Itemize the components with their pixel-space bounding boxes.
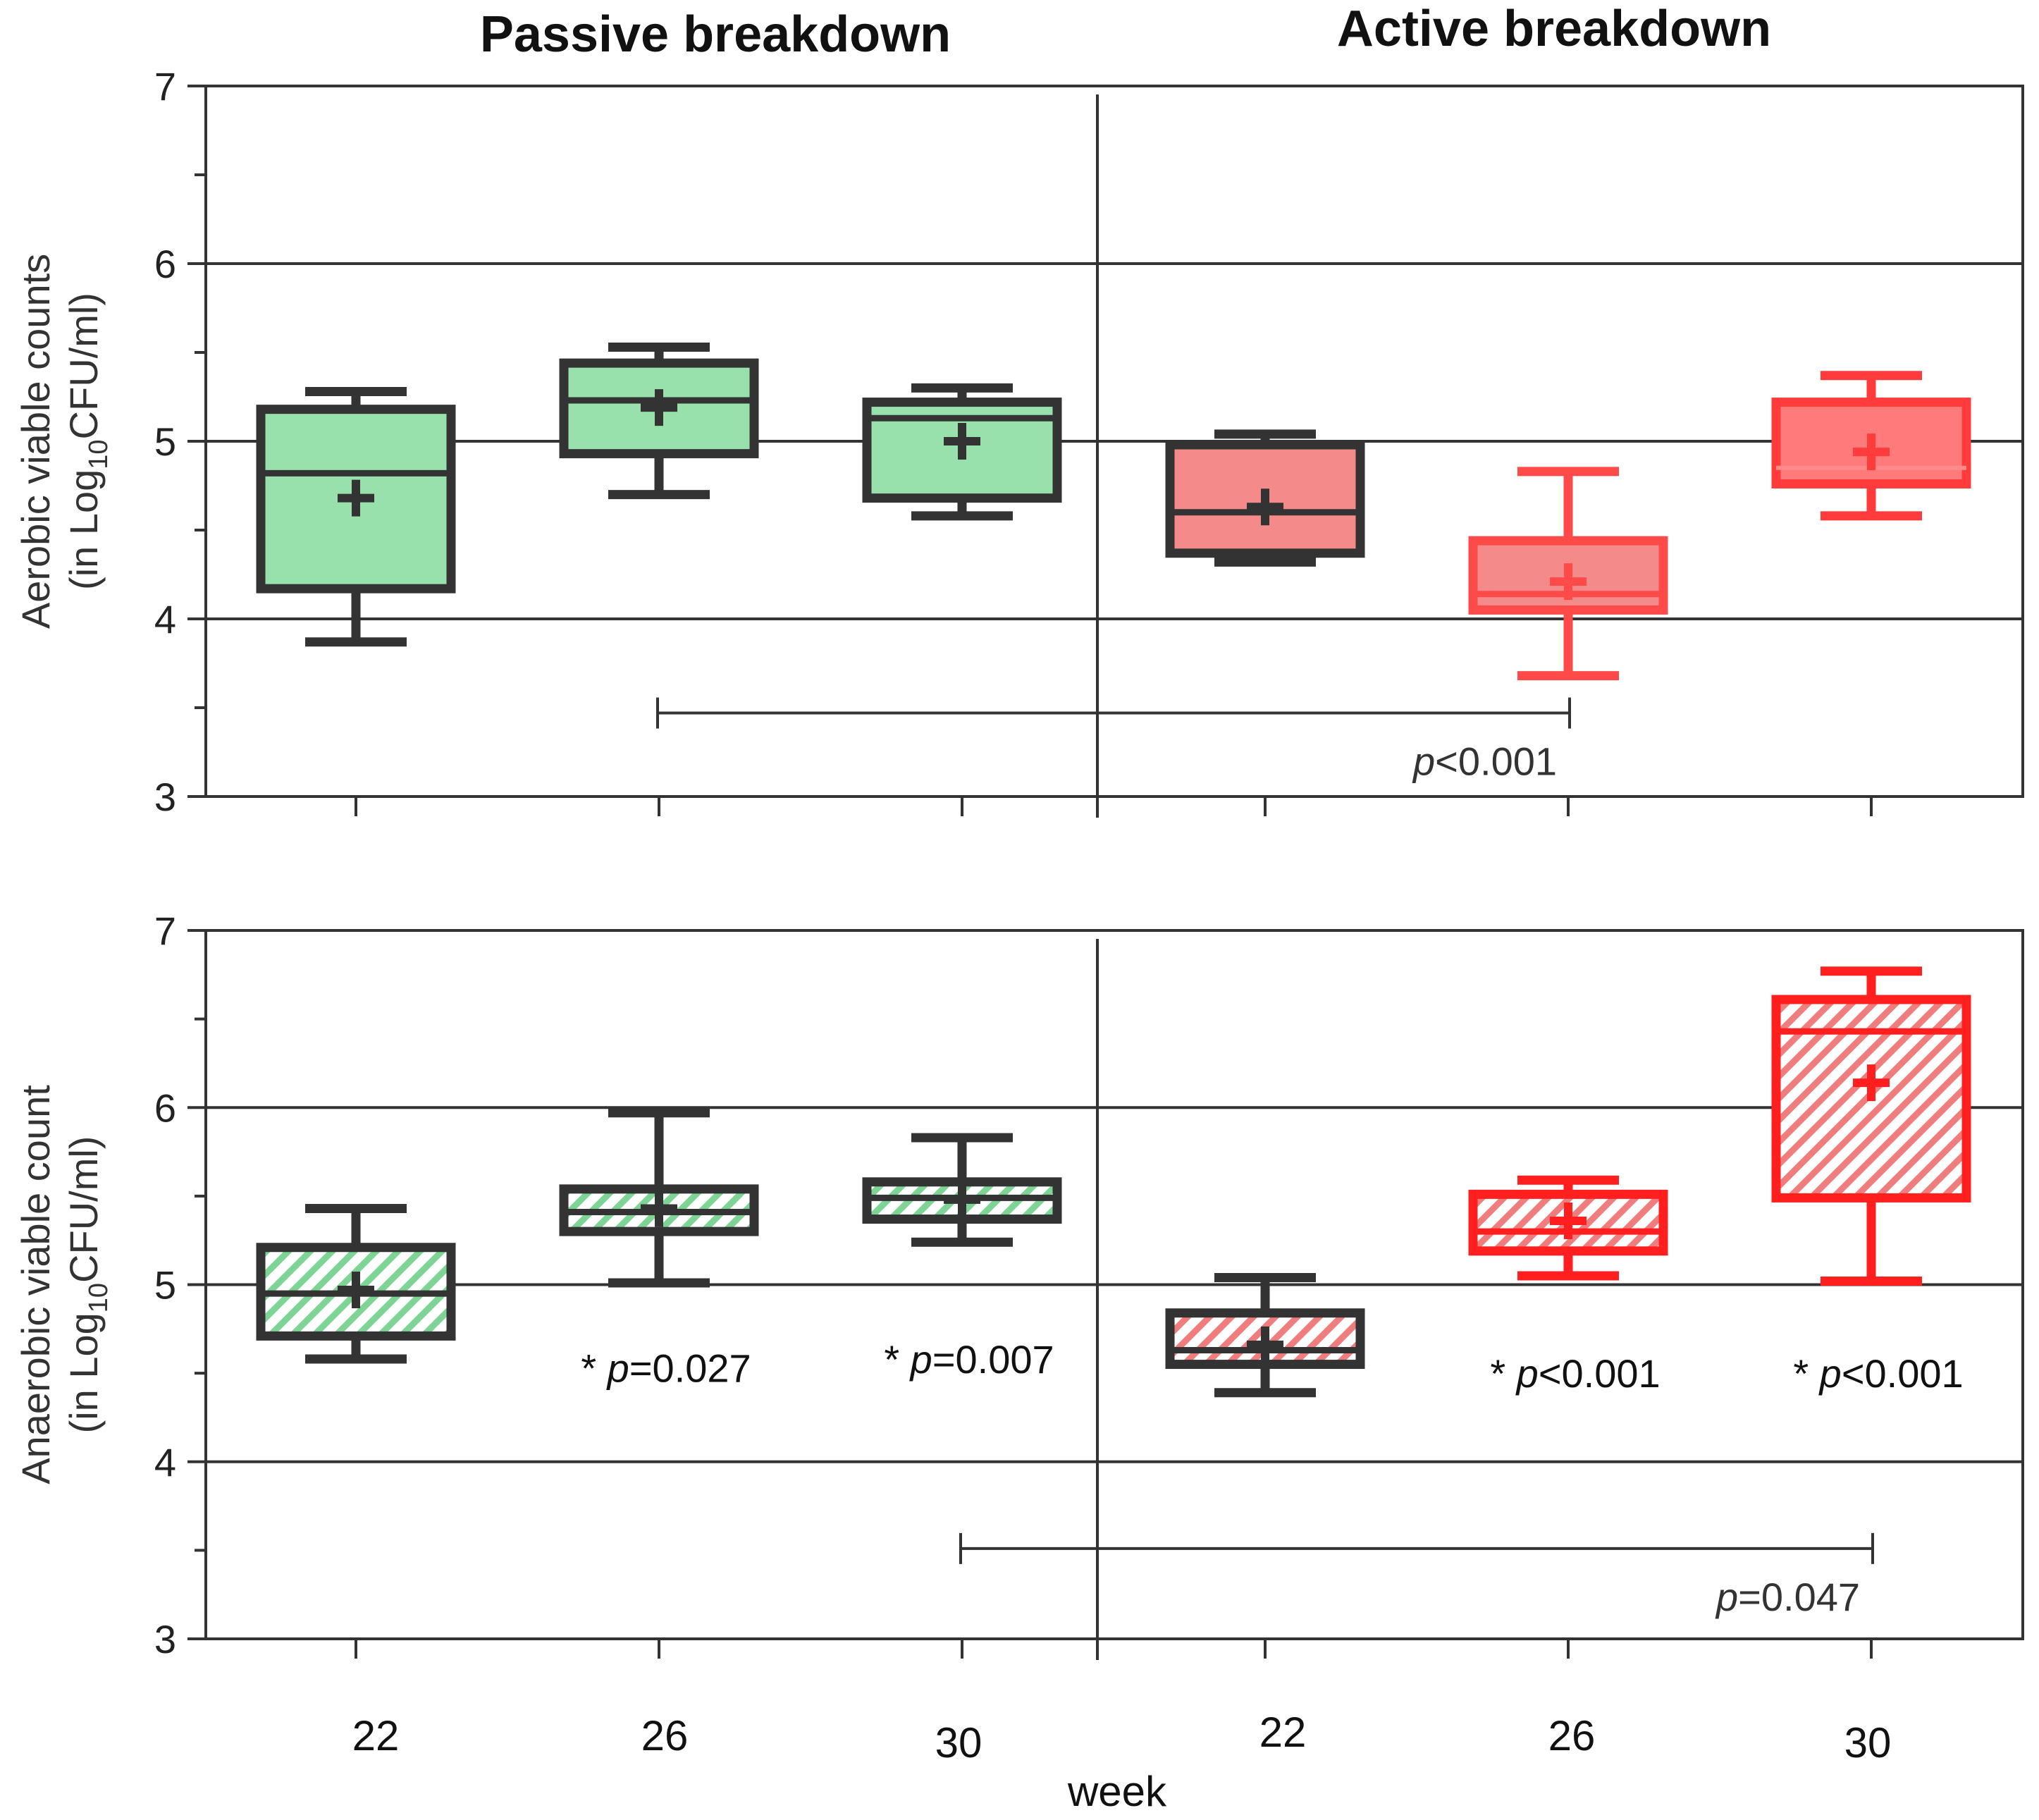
y-tick-label-aerobic-7: 7 (154, 64, 176, 109)
y-tick-label-anaerobic-7: 7 (154, 909, 176, 953)
y-tick-label-anaerobic-4: 4 (154, 1440, 176, 1484)
box-aerobic-3 (1165, 429, 1365, 567)
group-title-passive: Passive breakdown (480, 6, 951, 63)
y-axis-label-line2-aerobic: (in Log10CFU/ml) (61, 293, 113, 590)
y-axis-label-anaerobic: Anaerobic viable count (in Log10CFU/ml) (13, 1085, 113, 1484)
y-axis-label-line2-anaerobic: (in Log10CFU/ml) (61, 1136, 113, 1434)
y-tick-label-anaerobic-3: 3 (154, 1617, 176, 1661)
x-tick-label-passive-26: 26 (641, 1712, 689, 1759)
box-anaerobic-3 (1165, 1272, 1365, 1398)
box-aerobic-0 (256, 386, 456, 647)
panel-anaerobic: 3 4 5 6 7 p=0.047 * p=0.027 * p=0.007 * p<0.001 *… (13, 909, 2024, 1661)
x-tick-label-active-22: 22 (1259, 1709, 1307, 1756)
box-anaerobic-2 (862, 1133, 1062, 1247)
bracket-pvalue-aerobic-0: p<0.001 (1412, 739, 1557, 784)
y-tick-label-aerobic-5: 5 (154, 419, 176, 464)
y-axis-label-line1-aerobic: Aerobic viable counts (13, 254, 58, 629)
significance-annotation-anaerobic-0: * p=0.027 (581, 1346, 751, 1391)
box-aerobic-4 (1468, 467, 1668, 681)
y-tick-label-anaerobic-6: 6 (154, 1086, 176, 1130)
group-title-active: Active breakdown (1337, 1, 1771, 57)
significance-bracket-aerobic-0: p<0.001 (656, 697, 1571, 784)
x-tick-label-active-30: 30 (1844, 1719, 1892, 1766)
y-tick-label-aerobic-4: 4 (154, 597, 176, 641)
significance-annotation-anaerobic-3: * p<0.001 (1793, 1351, 1963, 1396)
y-tick-label-aerobic-6: 6 (154, 242, 176, 286)
box-anaerobic-1 (559, 1108, 759, 1288)
box-anaerobic-5 (1771, 966, 1971, 1286)
significance-annotation-anaerobic-1: * p=0.007 (884, 1337, 1054, 1382)
bracket-pvalue-anaerobic-0: p=0.047 (1715, 1575, 1860, 1619)
panel-aerobic: 3 4 5 6 7 p<0.001 Aerobic viable counts (in Log… (13, 64, 2024, 819)
significance-annotation-anaerobic-2: * p<0.001 (1490, 1351, 1660, 1396)
y-axis-label-line1-anaerobic: Anaerobic viable count (13, 1085, 58, 1484)
box-aerobic-5 (1771, 371, 1971, 521)
y-tick-label-anaerobic-5: 5 (154, 1263, 176, 1308)
x-tick-label-active-26: 26 (1548, 1712, 1596, 1759)
x-axis-label: week (1067, 1768, 1167, 1815)
significance-bracket-anaerobic-0: p=0.047 (959, 1532, 1874, 1619)
box-aerobic-2 (862, 383, 1062, 521)
box-anaerobic-0 (256, 1203, 456, 1364)
y-tick-label-aerobic-3: 3 (154, 775, 176, 819)
y-axis-label-aerobic: Aerobic viable counts (in Log10CFU/ml) (13, 254, 113, 629)
box-aerobic-1 (559, 342, 759, 500)
box-anaerobic-4 (1468, 1175, 1668, 1281)
x-tick-label-passive-22: 22 (352, 1712, 400, 1759)
x-tick-label-passive-30: 30 (935, 1719, 982, 1766)
